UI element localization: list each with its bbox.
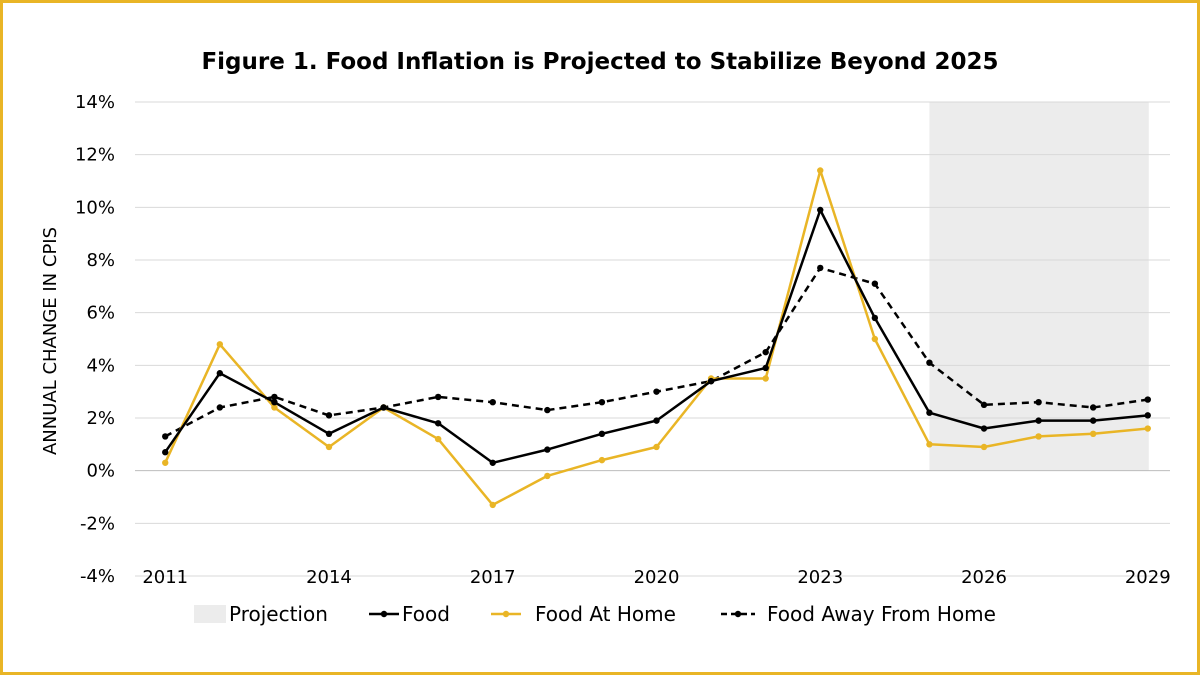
data-point-food [707,377,715,385]
legend-label: Food Away From Home [767,602,996,626]
x-tick-label: 2026 [961,567,1007,588]
data-point-food-away-from-home [762,348,769,356]
data-point-food [653,417,660,424]
x-tick-label: 2017 [470,567,516,588]
projection-band [929,102,1149,471]
data-point-food-away-from-home [598,399,606,406]
data-point-food-at-home [817,167,824,174]
data-point-food-away-from-home [162,433,169,440]
data-point-food-at-home [434,435,442,443]
data-point-food-at-home [762,375,769,382]
data-point-food-at-home [1035,433,1042,440]
legend-marker [380,610,388,618]
data-point-food-at-home [871,335,879,343]
data-point-food-at-home [162,459,169,466]
data-point-food-at-home [653,443,660,451]
y-axis-label: ANNUAL CHANGE IN CPIS [40,227,61,455]
data-point-food [817,206,824,214]
y-tick-label: 2% [86,408,115,429]
data-point-food [489,459,496,466]
data-point-food [544,446,551,453]
data-point-food-away-from-home [489,399,496,406]
series-food-away-from-home [162,264,1151,440]
series-food [162,206,1151,466]
data-point-food-at-home [325,443,333,451]
data-point-food [325,430,333,437]
legend-label: Food At Home [535,602,676,626]
legend-item-food-away-from-home: Food Away From Home [721,602,996,626]
data-point-food [762,364,769,372]
data-point-food-away-from-home [216,404,224,411]
y-tick-label: 10% [75,197,115,218]
data-point-food [871,314,879,322]
data-point-food-away-from-home [817,264,824,272]
data-point-food-at-home [598,456,606,464]
x-tick-label: 2023 [797,567,843,588]
x-tick-label: 2029 [1125,567,1171,588]
legend-marker [502,610,510,618]
data-point-food-at-home [1144,425,1151,432]
data-point-food [926,409,933,416]
data-point-food-at-home [544,472,551,480]
series-group [162,167,1151,509]
data-point-food-away-from-home [1035,399,1042,406]
y-axis-ticks: 14% 12% 10% 8% 6% 4% 2% 0% -2% -4% [75,92,115,587]
data-point-food [1144,412,1151,419]
legend-item-projection: Projection [194,602,328,626]
y-tick-label: 0% [86,461,115,482]
data-point-food-away-from-home [1089,404,1097,411]
data-point-food-away-from-home [871,280,879,287]
line-chart: Figure 1. Food Inflation is Projected to… [40,49,1171,626]
data-point-food-at-home [271,404,278,411]
data-point-food-at-home [216,341,224,348]
data-point-food-at-home [926,441,933,448]
legend-label: Food [402,602,450,626]
data-point-food-away-from-home [653,388,660,395]
data-point-food-away-from-home [544,406,551,414]
data-point-food [1089,417,1097,424]
data-point-food [980,425,988,432]
data-point-food [434,420,442,427]
data-point-food-away-from-home [434,393,442,401]
gridlines [135,101,1170,577]
data-point-food [271,399,278,406]
data-point-food-away-from-home [980,401,988,409]
y-tick-label: 6% [86,303,115,324]
x-axis-ticks: 2011 2014 2017 2020 2023 2026 2029 [142,567,1170,588]
y-tick-label: -4% [80,566,115,587]
x-tick-label: 2014 [306,567,352,588]
legend-item-food: Food [369,602,450,626]
projection-band-group [929,102,1149,471]
data-point-food-at-home [489,501,496,509]
y-tick-label: -2% [80,513,115,534]
legend: Projection Food Food At Home Food Away From… [194,602,996,626]
y-tick-label: 4% [86,355,115,376]
x-tick-label: 2020 [634,567,680,588]
data-point-food-at-home [1089,430,1097,437]
data-point-food-away-from-home [926,359,933,366]
y-tick-label: 8% [86,250,115,271]
legend-marker [734,610,742,618]
x-tick-label: 2011 [142,567,188,588]
y-tick-label: 14% [75,92,115,113]
data-point-food [216,370,224,377]
y-tick-label: 12% [75,145,115,166]
data-point-food-away-from-home [1144,396,1151,403]
chart-title: Figure 1. Food Inflation is Projected to… [201,49,998,75]
data-point-food [162,449,169,456]
data-point-food [598,430,606,437]
legend-swatch [194,605,226,623]
data-point-food [1035,417,1042,424]
legend-label: Projection [229,602,328,626]
data-point-food-away-from-home [271,393,278,401]
legend-item-food-at-home: Food At Home [491,602,676,626]
data-point-food-at-home [980,443,988,451]
data-point-food-away-from-home [325,412,333,419]
data-point-food [380,404,387,411]
